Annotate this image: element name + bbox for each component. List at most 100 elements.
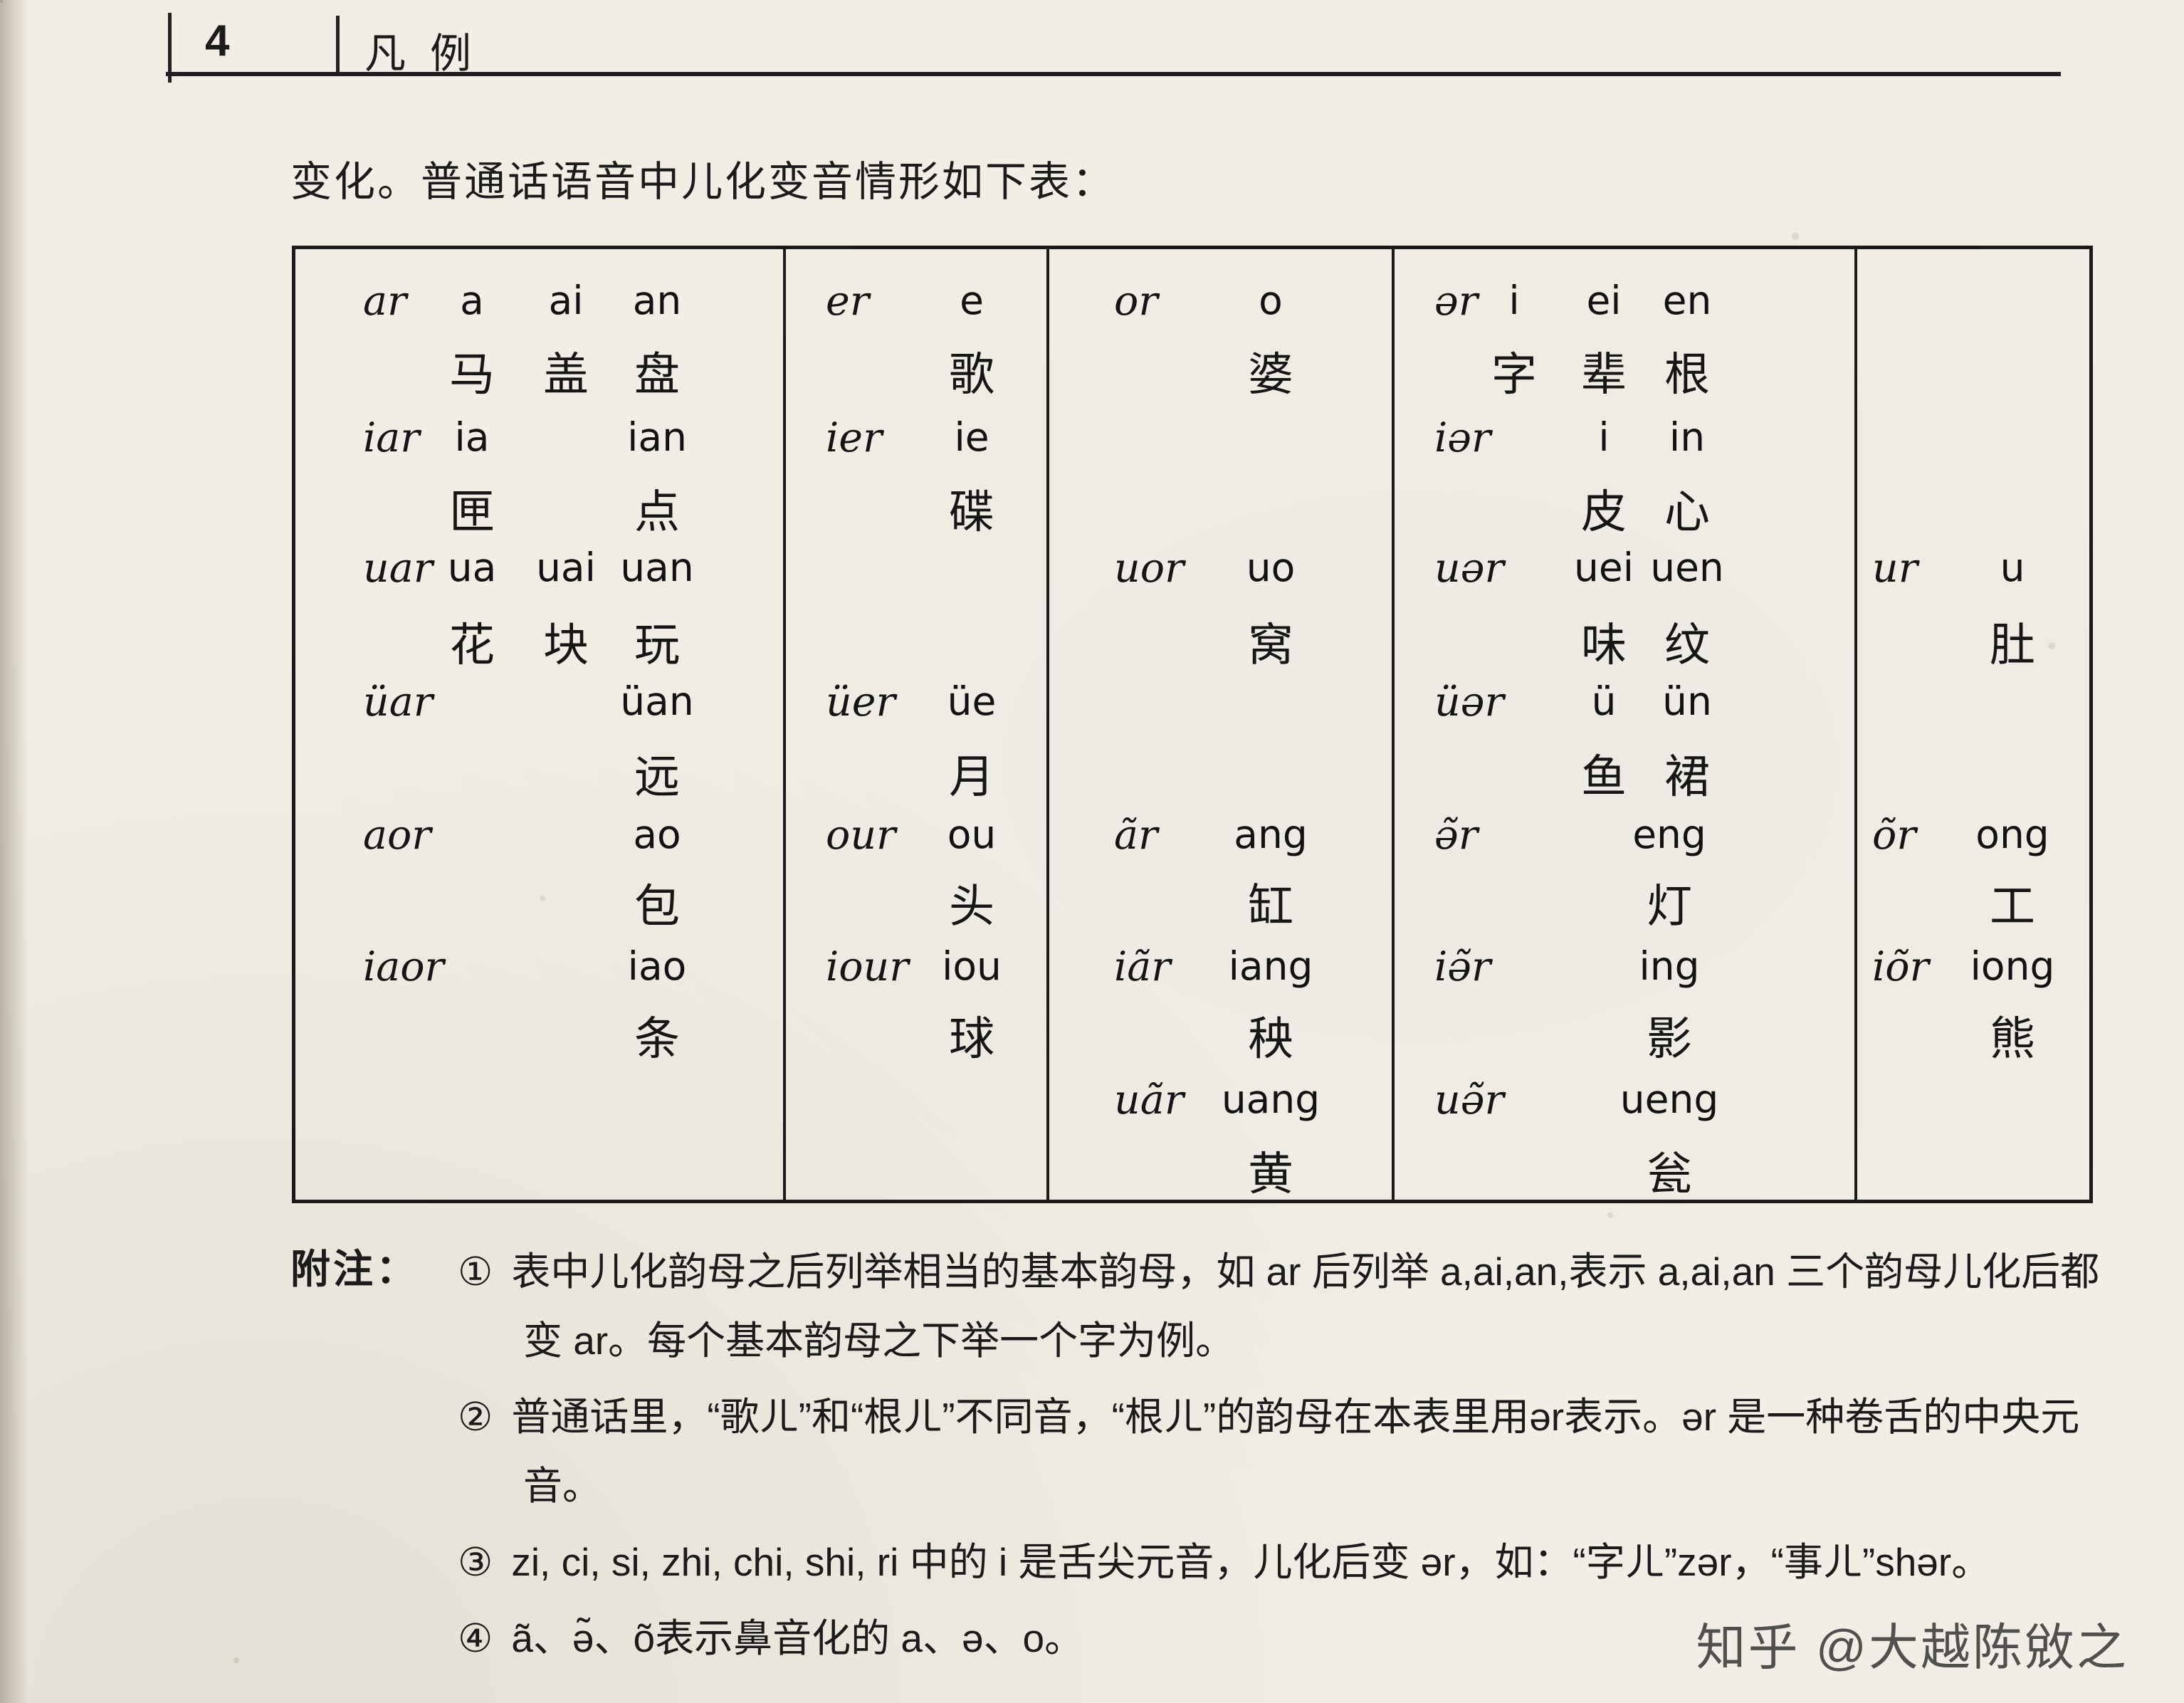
header-left-rule (168, 13, 172, 83)
basic-final: iong (1970, 943, 2055, 989)
basic-final: ueng (1619, 1076, 1719, 1122)
erhua-final: üer (826, 678, 896, 725)
basic-final: ao (633, 812, 681, 857)
basic-final: uei (1574, 545, 1634, 590)
basic-final: ia (454, 414, 490, 460)
example-character: 窝 (1248, 619, 1293, 671)
section-title: 凡例 (364, 31, 496, 77)
basic-final: iang (1228, 943, 1313, 989)
basic-final: o (1259, 278, 1283, 323)
note-marker: ④ (458, 1616, 493, 1660)
basic-final: ou (947, 812, 997, 857)
example-character: 裙 (1664, 751, 1710, 802)
page-number: 4 (205, 16, 230, 66)
example-character: 黄 (1248, 1148, 1293, 1200)
note-text: zi, ci, si, zhi, chi, shi, ri 中的 i 是舌尖元音… (511, 1540, 1991, 1584)
example-character: 味 (1581, 619, 1627, 671)
basic-final: ian (627, 414, 687, 460)
example-character: 匣 (449, 486, 495, 538)
example-character: 包 (634, 881, 680, 932)
basic-final: eng (1632, 812, 1706, 857)
erhua-final: ə̃r (1434, 812, 1478, 859)
example-character: 根 (1664, 349, 1710, 400)
example-character: 缸 (1248, 881, 1293, 932)
basic-final: in (1669, 414, 1706, 460)
example-character: 月 (949, 751, 994, 802)
basic-final: ing (1639, 943, 1700, 989)
note-marker: ① (458, 1249, 493, 1294)
example-character: 点 (634, 486, 680, 538)
erhua-final: or (1114, 278, 1158, 325)
note-item: ① 表中儿化韵母之后列举相当的基本韵母，如 ar 后列举 a,ai,an,表示 a… (292, 1237, 2121, 1376)
example-character: 秧 (1248, 1013, 1293, 1064)
example-character: 歌 (949, 349, 994, 400)
erhua-final: iãr (1114, 943, 1171, 990)
example-character: 碟 (949, 486, 994, 538)
note-item: ③ zi, ci, si, zhi, chi, shi, ri 中的 i 是舌尖元… (292, 1528, 2121, 1597)
erhua-final: ar (363, 278, 407, 325)
basic-final: i (1598, 414, 1610, 460)
example-character: 心 (1664, 486, 1710, 538)
basic-final: ua (447, 545, 497, 590)
notes-list: ① 表中儿化韵母之后列举相当的基本韵母，如 ar 后列举 a,ai,an,表示 a… (292, 1237, 2121, 1680)
basic-final: a (460, 278, 484, 323)
basic-final: i (1508, 278, 1520, 323)
note-text: ã、ə̃、õ表示鼻音化的 a、ə、o。 (511, 1616, 1084, 1660)
basic-final: uan (620, 545, 694, 590)
erhua-final: õr (1872, 812, 1916, 859)
header-divider-rule (336, 16, 340, 74)
column-separator (783, 249, 786, 1200)
example-character: 工 (1990, 881, 2035, 932)
example-character: 条 (634, 1013, 680, 1064)
note-marker: ③ (458, 1540, 493, 1584)
basic-final: en (1662, 278, 1712, 323)
example-character: 影 (1647, 1013, 1692, 1064)
basic-final: e (960, 278, 984, 323)
example-character: 马 (449, 349, 495, 400)
notes-label: 附注： (290, 1247, 419, 1291)
basic-final: ong (1975, 812, 2049, 857)
basic-final: ei (1586, 278, 1622, 323)
example-character: 鱼 (1581, 751, 1627, 802)
basic-final: u (2000, 545, 2025, 590)
erhua-final: uə̃r (1434, 1076, 1504, 1123)
erhua-final: uor (1114, 545, 1185, 592)
column-separator (1854, 249, 1857, 1200)
note-text: 普通话里，“歌ㄦ”和“根ㄦ”不同音，“根ㄦ”的韵母在本表里用ər表示。ər 是一… (511, 1395, 2080, 1508)
erhua-final: er (826, 278, 869, 325)
erhua-final: iõr (1872, 943, 1929, 990)
erhua-final: ər (1434, 278, 1478, 325)
header-horizontal-rule (166, 72, 2061, 76)
example-character: 远 (634, 751, 680, 802)
erhua-final: ãr (1114, 812, 1158, 859)
erhua-final: ur (1872, 545, 1918, 592)
example-character: 婆 (1248, 349, 1293, 400)
erhua-final: aor (363, 812, 431, 859)
basic-final: ü (1591, 678, 1617, 724)
example-character: 头 (949, 881, 994, 932)
erhua-final: ier (826, 414, 883, 461)
basic-final: an (632, 278, 682, 323)
note-item: ② 普通话里，“歌ㄦ”和“根ㄦ”不同音，“根ㄦ”的韵母在本表里用ər表示。ər 是… (292, 1383, 2121, 1521)
example-character: 辈 (1581, 349, 1627, 400)
basic-final: üe (947, 678, 997, 724)
basic-final: uo (1246, 545, 1296, 590)
example-character: 灯 (1647, 881, 1692, 932)
note-item: ④ ã、ə̃、õ表示鼻音化的 a、ə、o。 (292, 1604, 2121, 1673)
note-marker: ② (458, 1395, 493, 1439)
basic-final: ün (1662, 678, 1712, 724)
example-character: 字 (1491, 349, 1537, 400)
example-character: 盘 (634, 349, 680, 400)
basic-final: iao (627, 943, 687, 989)
basic-final: ie (954, 414, 989, 460)
erhua-final: iər (1434, 414, 1491, 461)
erhua-final: üər (1434, 678, 1504, 725)
example-character: 纹 (1664, 619, 1710, 671)
erhua-final: iə̃r (1434, 943, 1491, 990)
erhua-final: our (826, 812, 896, 859)
erhua-final: üar (363, 678, 433, 725)
erhua-final: iar (363, 414, 420, 461)
erhua-final: uər (1434, 545, 1504, 592)
basic-final: ang (1234, 812, 1308, 857)
